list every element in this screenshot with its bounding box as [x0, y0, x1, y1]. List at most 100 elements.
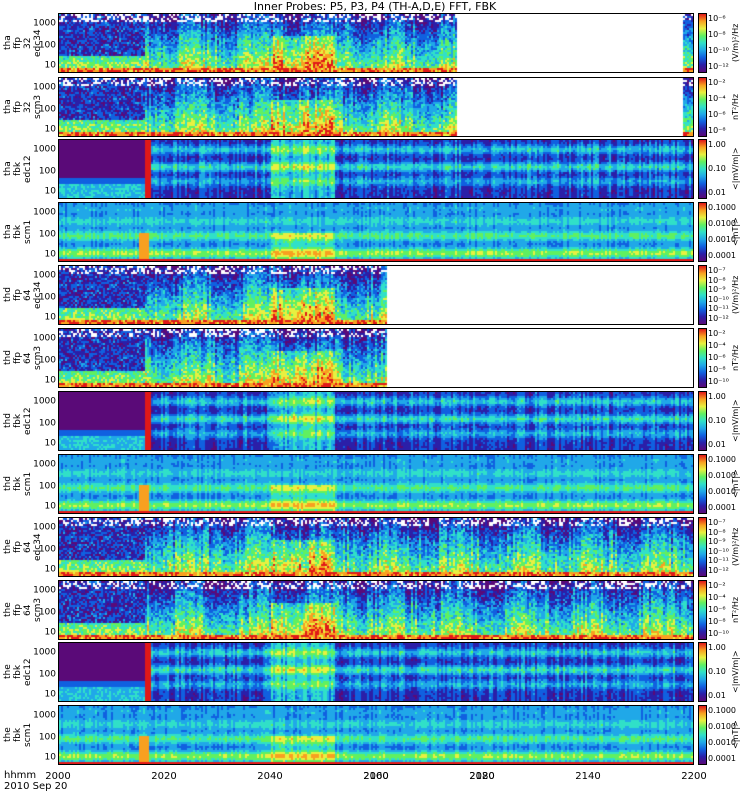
- panel-the-ffp-edc34: the ffp 64 edc34 1000 100 10 10⁻⁷ 10⁻⁸ 10⁻⁹ 10⁻¹⁰ 1…: [0, 517, 750, 577]
- panel-ylabel: the ffp 64 edc34: [3, 517, 43, 577]
- panel-yticks: 1000 100 10: [30, 77, 56, 137]
- colorbar-tick-label: 10⁻⁸: [708, 527, 726, 537]
- colorbar-tick-label: 10⁻²: [708, 329, 726, 338]
- colorbar-unit: nT²/Hz: [731, 344, 740, 372]
- colorbar-ticks: 1.00 0.10 0.01: [708, 139, 732, 199]
- ytick-label: 1000: [33, 459, 56, 470]
- spectrogram-canvas: [59, 140, 693, 198]
- spectrogram-the-fbk-edc12: [58, 642, 694, 702]
- panel-thd-ffp-scm3: thd ffp 64 scm3 1000 100 10 10⁻² 10⁻⁴ 10⁻⁶ 10⁻⁸ 10⁻…: [0, 328, 750, 388]
- colorbar-tick-label: 10⁻¹¹: [708, 556, 729, 566]
- colorbar-tick-label: 10⁻¹²: [708, 62, 729, 71]
- xtick-label: 2000: [45, 771, 71, 782]
- spectrogram-canvas: [59, 581, 693, 639]
- panel-yticks: 1000 100 10: [30, 517, 56, 577]
- panel-the-fbk-edc12: the fbk edc12 1000 100 10 1.00 0.10 0.01 <|mV/m|>: [0, 642, 750, 702]
- colorbar-tick-label: 0.0010: [708, 738, 736, 747]
- ytick-label: 100: [38, 732, 56, 743]
- panel-yticks: 1000 100 10: [30, 391, 56, 451]
- x-axis-label-date: 2010 Sep 20: [4, 781, 68, 792]
- panel-yticks: 1000 100 10: [30, 328, 56, 388]
- spectrogram-thd-ffp-edc34: [58, 265, 694, 325]
- ylabel-line: fbk: [13, 161, 23, 177]
- spectrogram-thd-fbk-edc12: [58, 391, 694, 451]
- ylabel-line: ffp: [13, 541, 23, 553]
- colorbar-tick-label: 0.01: [708, 188, 726, 197]
- ylabel-line: thd: [3, 287, 13, 303]
- colorbar-tick-label: 10⁻⁷: [708, 518, 726, 527]
- colorbar-tick-label: 10⁻⁹: [708, 285, 726, 295]
- ytick-label: 1000: [33, 647, 56, 658]
- spectrogram-thd-ffp-scm3: [58, 328, 694, 388]
- panel-ylabel: thd ffp 64 scm3: [3, 328, 43, 388]
- ylabel-line: tha: [3, 99, 13, 115]
- colorbar-unit: nT²/Hz: [731, 93, 740, 121]
- colorbar-tick-label: 10⁻¹⁰: [708, 377, 729, 386]
- ylabel-line: ffp: [13, 289, 23, 301]
- ylabel-line: tha: [3, 35, 13, 51]
- ytick-label: 100: [38, 607, 56, 618]
- panel-ylabel: thd ffp 64 edc34: [3, 265, 43, 325]
- colorbar-ticks: 1.00 0.10 0.01: [708, 642, 732, 702]
- colorbar-tick-label: 10⁻¹¹: [708, 304, 729, 314]
- colorbar-tick-label: 0.0100: [708, 219, 736, 228]
- colorbar-tick-label: 10⁻⁷: [708, 266, 726, 275]
- colorbar-tick-label: 1.00: [708, 392, 726, 401]
- colorbar: [698, 328, 707, 388]
- panel-yticks: 1000 100 10: [30, 705, 56, 765]
- ylabel-line: fbk: [13, 413, 23, 429]
- ylabel-line: the: [3, 664, 13, 680]
- colorbar: [698, 642, 707, 702]
- colorbar-tick-label: 0.01: [708, 440, 726, 449]
- colorbar-tick-label: 10⁻⁸: [708, 30, 726, 39]
- panel-ylabel: the fbk edc12: [3, 642, 33, 702]
- ylabel-line: ffp: [13, 604, 23, 616]
- spectrogram-canvas: [59, 14, 693, 72]
- spectrogram-tha-fbk-scm1: [58, 202, 694, 262]
- xtick-label: 2040: [257, 771, 283, 782]
- ytick-label: 100: [38, 669, 56, 680]
- ylabel-line: ffp: [13, 101, 23, 113]
- xtick-label: 2200: [681, 771, 707, 782]
- ylabel-line: tha: [3, 161, 13, 177]
- spectrogram-the-ffp-scm3: [58, 580, 694, 640]
- ylabel-line: fbk: [13, 727, 23, 743]
- panel-tha-fbk-scm1: tha fbk scm1 1000 100 10 0.1000 0.0100 0.0010 0.0…: [0, 202, 750, 262]
- colorbar-unit: <|nT|>: [731, 469, 740, 499]
- colorbar: [698, 391, 707, 451]
- spectrogram-the-fbk-scm1: [58, 705, 694, 765]
- colorbar-tick-label: 0.0010: [708, 235, 736, 244]
- ytick-label: 100: [38, 418, 56, 429]
- ytick-label: 10: [44, 375, 56, 386]
- colorbar-tick-label: 0.0010: [708, 487, 736, 496]
- colorbar-tick-label: 10⁻¹⁰: [708, 46, 729, 55]
- colorbar-ticks: 10⁻⁷ 10⁻⁸ 10⁻⁹ 10⁻¹⁰ 10⁻¹¹ 10⁻¹²: [708, 517, 732, 577]
- colorbar-ticks: 0.1000 0.0100 0.0010 0.0001: [708, 202, 736, 262]
- colorbar-tick-label: 10⁻⁶: [708, 110, 726, 119]
- spectrogram-canvas: [59, 203, 693, 261]
- colorbar-tick-label: 0.1000: [708, 203, 736, 212]
- colorbar-ticks: 10⁻² 10⁻⁴ 10⁻⁶ 10⁻⁸ 10⁻¹⁰: [708, 328, 732, 388]
- panel-tha-ffp-edc34: tha ffp 32 edc34 1000 100 10 10⁻⁶ 10⁻⁸ 10⁻¹⁰ 10⁻¹²…: [0, 13, 750, 73]
- colorbar: [698, 454, 707, 514]
- colorbar-tick-label: 0.0100: [708, 471, 736, 480]
- panel-the-ffp-scm3: the ffp 64 scm3 1000 100 10 10⁻² 10⁻⁴ 10⁻⁶ 10⁻⁸ 10⁻…: [0, 580, 750, 640]
- panel-yticks: 1000 100 10: [30, 202, 56, 262]
- colorbar-tick-label: 10⁻¹⁰: [708, 546, 729, 556]
- ytick-label: 100: [38, 166, 56, 177]
- panel-ylabel: the ffp 64 scm3: [3, 580, 43, 640]
- ytick-label: 1000: [33, 710, 56, 721]
- colorbar: [698, 139, 707, 199]
- colorbar-tick-label: 10⁻²: [708, 78, 726, 87]
- colorbar-ticks: 10⁻² 10⁻⁴ 10⁻⁶ 10⁻⁸ 10⁻¹⁰: [708, 580, 732, 640]
- spectrogram-tha-fbk-edc12: [58, 139, 694, 199]
- spectrogram-thd-fbk-scm1: [58, 454, 694, 514]
- ytick-label: 10: [44, 627, 56, 638]
- colorbar-tick-label: 10⁻⁹: [708, 537, 726, 547]
- ytick-label: 10: [44, 752, 56, 763]
- colorbar-tick-label: 10⁻⁴: [708, 341, 726, 350]
- xtick-label: 2060: [363, 771, 389, 782]
- chart-title: Inner Probes: P5, P3, P4 (TH-A,D,E) FFT,…: [253, 0, 497, 13]
- ytick-label: 100: [38, 481, 56, 492]
